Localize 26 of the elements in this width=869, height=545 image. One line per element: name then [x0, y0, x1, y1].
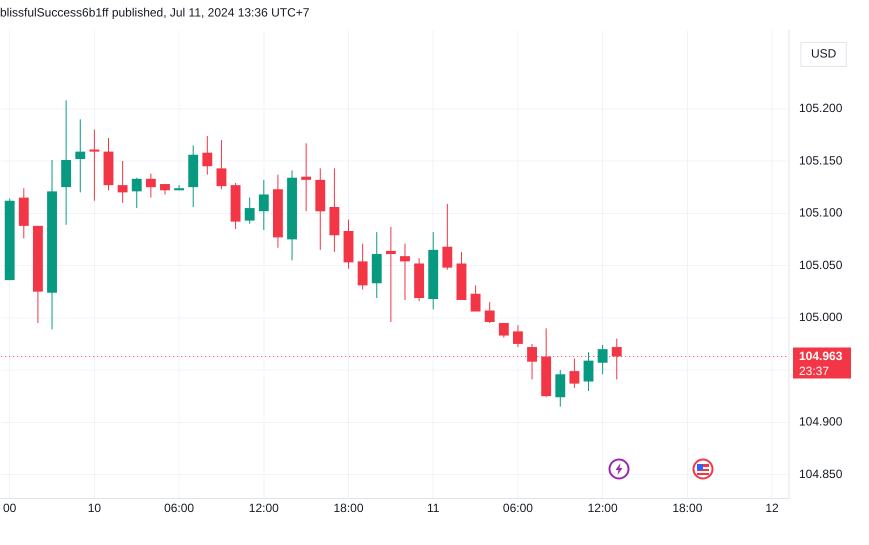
x-tick-label: 12:00: [588, 501, 618, 516]
chart-title: blissfulSuccess6b1ff published, Jul 11, 2024 13:36 UTC+7: [0, 6, 310, 20]
candlestick: [301, 143, 312, 212]
candlestick: [386, 226, 396, 322]
candlestick: [89, 130, 100, 201]
x-tick-label: 18:00: [672, 501, 703, 516]
candlestick: [400, 244, 410, 300]
y-tick-label: 105.200: [799, 101, 843, 116]
y-tick-label: 105.050: [799, 258, 843, 272]
ref-line-label: 104.963: [799, 348, 843, 363]
x-tick-label: 00: [2, 501, 17, 516]
y-tick-label: 105.150: [799, 153, 843, 168]
y-tick-label: 105.000: [799, 310, 843, 324]
x-tick-label: 11: [426, 501, 440, 516]
x-tick-label: 06:00: [502, 501, 534, 516]
y-axis-title: USD: [811, 46, 837, 61]
x-tick-label: 10: [88, 501, 102, 516]
y-tick-label: 104.900: [799, 414, 843, 429]
y-tick-label: 105.100: [799, 206, 843, 220]
x-tick-label: 06:00: [164, 501, 194, 516]
candlestick: [75, 119, 86, 192]
x-tick-label: 12: [765, 501, 780, 516]
x-tick-label: 12:00: [248, 501, 280, 516]
x-tick-label: 18:00: [333, 501, 364, 516]
y-tick-label: 104.850: [799, 466, 843, 481]
text: 23:37: [799, 364, 830, 378]
